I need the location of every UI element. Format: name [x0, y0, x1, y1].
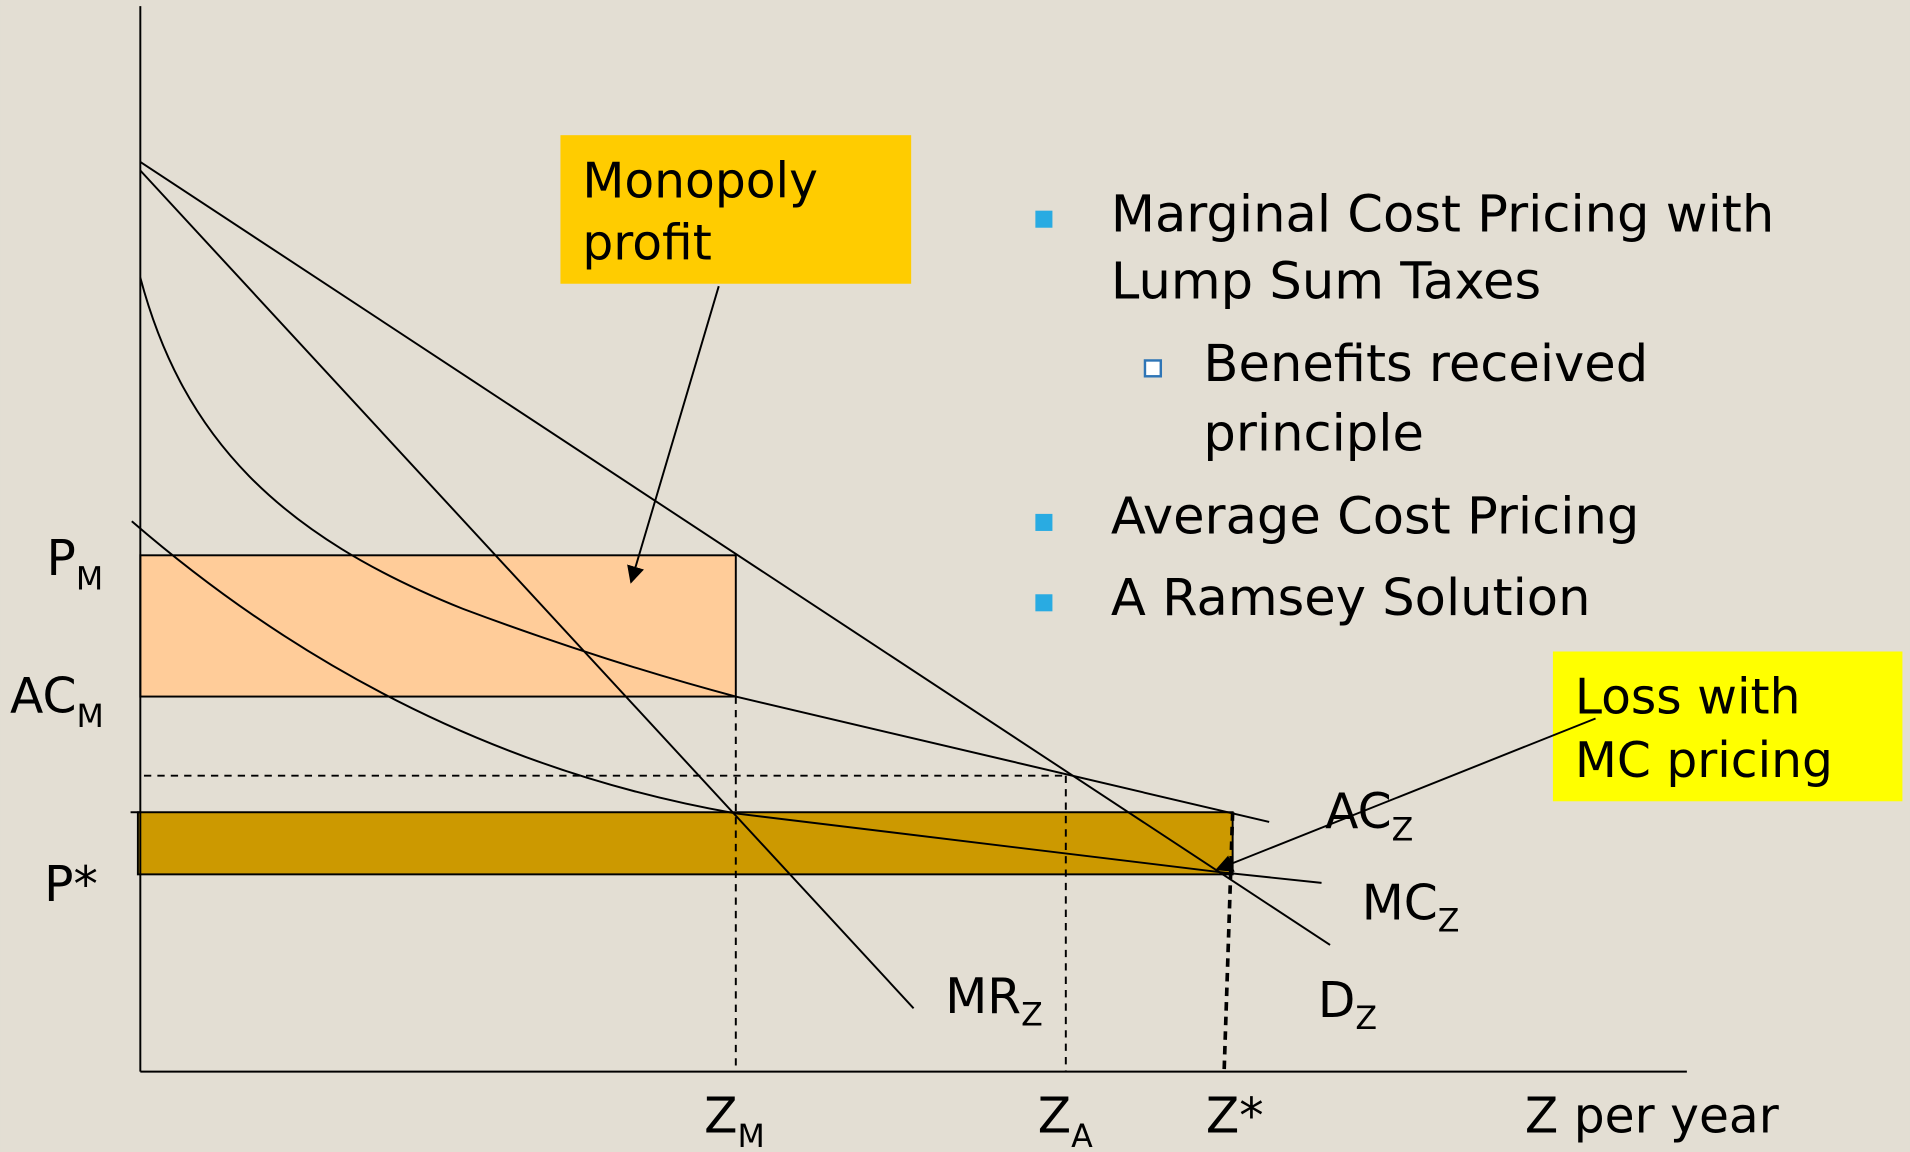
label-base: AC [10, 668, 76, 724]
label-base: AC [1325, 784, 1391, 840]
bullet-text: Marginal Cost Pricing with [1111, 185, 1774, 244]
label-sub: M [76, 561, 103, 597]
callout-box [560, 135, 912, 284]
callout-box [1552, 651, 1903, 802]
label-sub: Z [1355, 1001, 1377, 1037]
bullet-text: Average Cost Pricing [1111, 487, 1639, 546]
x-label: Z* [1206, 1089, 1264, 1145]
label-base: Z [704, 1089, 737, 1145]
label-base: Z* [1206, 1089, 1264, 1145]
y-label: PM [47, 531, 104, 598]
bullet-text: Benefits received [1203, 335, 1648, 394]
callout-text: Loss with [1575, 670, 1801, 726]
label-sub: Z [1392, 812, 1414, 848]
y-label: ACM [10, 668, 104, 735]
x-axis-title: Z per year [1525, 1089, 1780, 1145]
label-base: D [1318, 973, 1356, 1029]
label-base: P [47, 531, 76, 587]
label-sub: A [1071, 1119, 1093, 1152]
loss-area [136, 811, 1234, 876]
label-sub: M [738, 1119, 765, 1152]
bullet-text: A Ramsey Solution [1111, 569, 1591, 628]
x-label: ZM [704, 1089, 765, 1152]
bullet-text: Lump Sum Taxes [1111, 252, 1541, 311]
curve-label: MCZ [1362, 875, 1460, 939]
y-label: P* [44, 857, 98, 913]
label-base: P* [44, 857, 98, 913]
label-base: Z [1038, 1089, 1071, 1145]
label-base: MC [1362, 875, 1438, 931]
bullet-text: principle [1203, 405, 1424, 464]
demand-curve [139, 161, 1331, 946]
label-sub: Z [1021, 997, 1043, 1033]
label-sub: M [76, 699, 103, 735]
profit-area [139, 554, 737, 698]
callout-text: profit [582, 215, 711, 271]
label-sub: Z [1438, 904, 1460, 940]
bullet-marker [1143, 359, 1163, 378]
arrow [627, 285, 720, 584]
ac-curve [139, 277, 1270, 823]
curve-label: DZ [1318, 973, 1377, 1037]
mr-curve [139, 169, 915, 1009]
curve-label: ACZ [1325, 784, 1413, 848]
bullet-marker [1035, 210, 1053, 228]
bullet-marker [1035, 513, 1053, 531]
callout-text: Monopoly [582, 153, 818, 209]
bullet-marker [1035, 594, 1053, 612]
x-label: ZA [1038, 1089, 1093, 1152]
curve-label: MRZ [945, 969, 1043, 1033]
mc-curve [131, 520, 1322, 884]
callout-text: MC pricing [1575, 733, 1833, 789]
label-base: Z per year [1525, 1089, 1780, 1145]
arrow [1215, 717, 1596, 872]
label-base: MR [945, 969, 1021, 1025]
